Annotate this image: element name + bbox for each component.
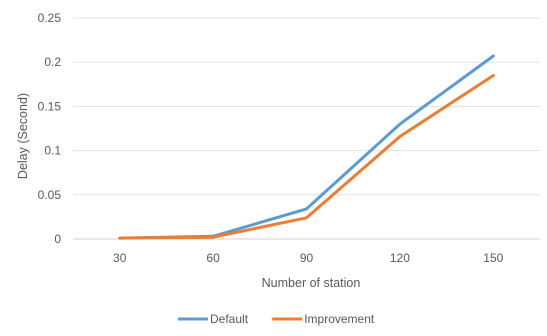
x-tick-label: 60 [206,251,220,265]
y-tick-label: 0.15 [38,99,62,113]
x-tick-label: 30 [113,251,127,265]
y-tick-label: 0.25 [38,11,62,25]
x-axis-ticks: 30 60 90 120 150 [113,251,504,265]
legend-label: Default [210,312,249,326]
y-axis-ticks: 0 0.05 0.1 0.15 0.2 0.25 [38,11,62,246]
x-tick-label: 90 [300,251,314,265]
y-axis-title: Delay (Second) [16,93,30,179]
x-tick-label: 150 [483,251,503,265]
legend-item-default: Default [178,312,249,326]
legend-item-improvement: Improvement [272,312,375,326]
series-line-improvement [118,74,495,240]
legend-label: Improvement [304,312,375,326]
y-tick-label: 0.1 [44,144,61,158]
x-axis-title: Number of station [262,276,361,290]
y-tick-label: 0 [54,232,61,246]
x-tick-label: 120 [390,251,410,265]
series-line-default [118,54,495,240]
legend: Default Improvement [178,312,375,326]
gridlines [73,17,540,240]
y-tick-label: 0.05 [38,188,62,202]
y-tick-label: 0.2 [44,55,61,69]
series-lines [118,54,495,240]
